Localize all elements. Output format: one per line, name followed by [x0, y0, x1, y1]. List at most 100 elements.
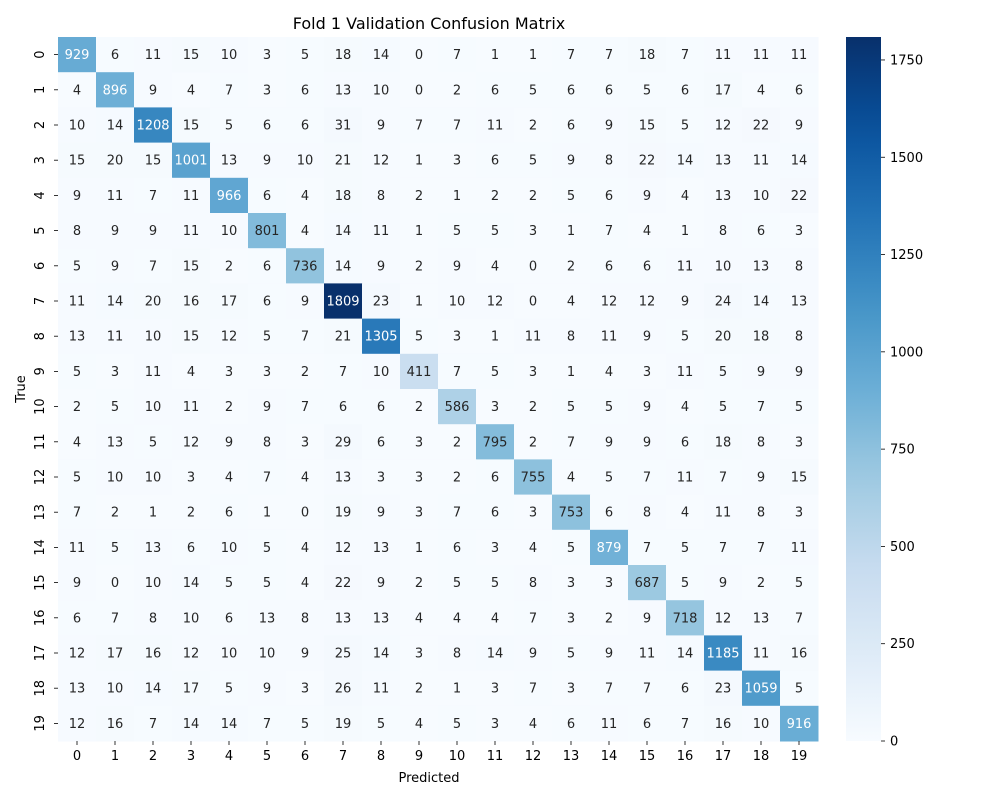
cell-value-label: 7	[795, 611, 803, 626]
cell-value-label: 9	[605, 647, 613, 662]
cell-value-label: 11	[677, 471, 694, 486]
heatmap-cell-16-2	[134, 600, 173, 636]
heatmap-cell-13-5	[248, 494, 287, 531]
heatmap-cell-7-16	[666, 283, 705, 320]
heatmap-cell-13-12	[514, 494, 553, 531]
cell-value-label: 1	[453, 682, 461, 697]
heatmap-cell-13-9	[400, 494, 439, 531]
heatmap-cell-15-16	[666, 565, 705, 601]
heatmap-cell-8-12	[514, 318, 553, 355]
heatmap-cell-16-4	[210, 600, 249, 636]
heatmap-cell-12-8	[362, 459, 401, 496]
heatmap-cell-19-10	[438, 705, 477, 742]
heatmap-cell-9-12	[514, 353, 553, 390]
cell-value-label: 9	[301, 647, 309, 662]
cell-value-label: 16	[183, 295, 200, 310]
cell-value-label: 3	[301, 435, 309, 450]
cell-value-label: 11	[601, 330, 618, 345]
heatmap-cell-14-16	[666, 529, 705, 566]
cell-value-label: 5	[73, 471, 81, 486]
cell-value-label: 6	[795, 83, 803, 98]
heatmap-cell-13-17	[704, 494, 743, 531]
cell-value-label: 0	[301, 506, 309, 521]
heatmap-cell-5-17	[704, 213, 743, 249]
heatmap-cell-12-13	[552, 459, 591, 496]
colorbar-tick-label: 500	[890, 540, 915, 555]
cell-value-label: 4	[415, 611, 423, 626]
cell-value-label: 5	[605, 471, 613, 486]
cell-value-label: 6	[263, 119, 271, 134]
heatmap-cell-8-7	[324, 318, 363, 355]
cell-value-label: 9	[643, 435, 651, 450]
cell-value-label: 9	[757, 471, 765, 486]
heatmap-cell-3-4	[210, 142, 249, 179]
heatmap-cell-6-15	[628, 248, 667, 284]
cell-value-label: 12	[69, 717, 86, 732]
heatmap-cell-13-11	[476, 494, 515, 531]
heatmap-cell-6-16	[666, 248, 705, 284]
heatmap-cell-4-19	[780, 177, 819, 214]
cell-value-label: 11	[145, 365, 162, 380]
heatmap-cell-14-4	[210, 529, 249, 566]
heatmap-cell-19-3	[172, 705, 211, 742]
cell-value-label: 6	[491, 506, 499, 521]
cell-value-label: 718	[673, 611, 698, 626]
heatmap-cell-4-17	[704, 177, 743, 214]
heatmap-cell-7-10	[438, 283, 477, 320]
heatmap-cell-7-1	[96, 283, 135, 320]
cell-value-label: 9	[377, 119, 385, 134]
heatmap-cell-16-0	[58, 600, 97, 636]
cell-value-label: 5	[567, 189, 575, 204]
x-tick-label: 3	[187, 749, 195, 764]
heatmap-cell-8-3	[172, 318, 211, 355]
cell-value-label: 9	[529, 647, 537, 662]
heatmap-cell-13-1	[96, 494, 135, 531]
cell-value-label: 6	[377, 400, 385, 415]
heatmap-cell-11-11	[476, 424, 515, 460]
heatmap-cell-13-13	[552, 494, 591, 531]
cell-value-label: 11	[791, 48, 808, 63]
heatmap-cell-2-15	[628, 107, 667, 144]
heatmap-cell-8-0	[58, 318, 97, 355]
cell-value-label: 12	[221, 330, 238, 345]
cell-value-label: 4	[681, 189, 689, 204]
heatmap-cell-5-12	[514, 213, 553, 249]
cell-value-label: 2	[757, 576, 765, 591]
cell-value-label: 7	[605, 48, 613, 63]
heatmap-cell-10-11	[476, 389, 515, 425]
heatmap-cell-5-14	[590, 213, 629, 249]
cell-value-label: 10	[373, 365, 390, 380]
cell-value-label: 10	[221, 48, 238, 63]
heatmap-cell-1-17	[704, 72, 743, 108]
cell-value-label: 6	[757, 224, 765, 239]
cell-value-label: 22	[639, 154, 656, 169]
heatmap-cell-8-19	[780, 318, 819, 355]
cell-value-label: 7	[681, 48, 689, 63]
cell-value-label: 3	[795, 435, 803, 450]
x-tick-label: 6	[301, 749, 309, 764]
cell-value-label: 4	[567, 295, 575, 310]
cell-value-label: 5	[263, 541, 271, 556]
cell-value-label: 6	[567, 717, 575, 732]
cell-value-label: 3	[263, 83, 271, 98]
heatmap-cell-9-19	[780, 353, 819, 390]
heatmap-cell-14-6	[286, 529, 325, 566]
heatmap-cell-2-0	[58, 107, 97, 144]
cell-value-label: 8	[567, 330, 575, 345]
cell-value-label: 13	[259, 611, 276, 626]
cell-value-label: 2	[415, 682, 423, 697]
heatmap-cell-4-6	[286, 177, 325, 214]
heatmap-cell-4-5	[248, 177, 287, 214]
cell-value-label: 9	[795, 365, 803, 380]
cell-value-label: 7	[339, 365, 347, 380]
heatmap-cell-3-18	[742, 142, 781, 179]
cell-value-label: 20	[715, 330, 732, 345]
cell-value-label: 18	[335, 189, 352, 204]
cell-value-label: 5	[643, 83, 651, 98]
heatmap-cell-14-8	[362, 529, 401, 566]
cell-value-label: 13	[335, 611, 352, 626]
cell-value-label: 8	[719, 224, 727, 239]
heatmap-cell-7-5	[248, 283, 287, 320]
heatmap-cell-17-1	[96, 635, 135, 672]
heatmap-cell-12-7	[324, 459, 363, 496]
